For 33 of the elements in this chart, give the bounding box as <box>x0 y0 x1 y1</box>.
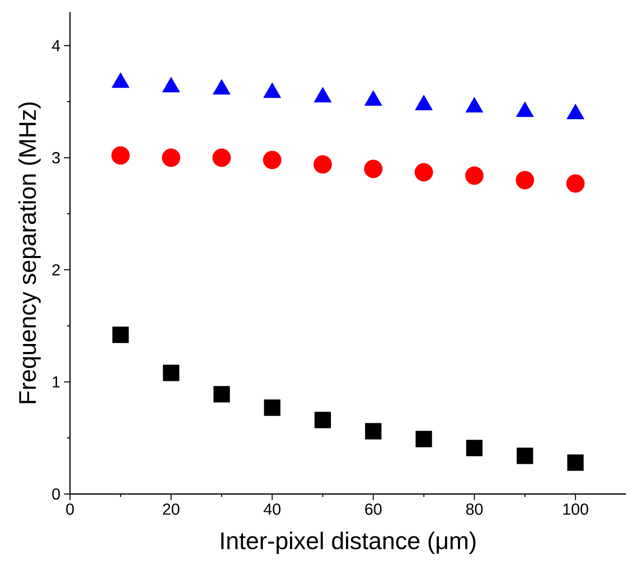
y-tick-label: 4 <box>52 40 60 52</box>
x-tick-label: 40 <box>264 504 280 515</box>
point <box>516 448 534 464</box>
point <box>162 364 180 382</box>
point <box>466 97 484 112</box>
y-tick-label: 3 <box>52 152 60 164</box>
point <box>162 76 180 92</box>
x-tick-label: 60 <box>365 504 382 515</box>
x-tick-label: 80 <box>466 504 483 515</box>
point <box>364 90 382 106</box>
y-tick-label: 1 <box>52 376 60 388</box>
point <box>566 104 584 120</box>
point <box>416 430 432 448</box>
point <box>314 412 331 428</box>
y-axis-title: Frequency separation (MHz) <box>18 102 41 404</box>
x-tick-label: 20 <box>163 504 180 515</box>
point <box>112 72 130 88</box>
x-tick-label: 0 <box>66 504 74 515</box>
point <box>212 79 231 95</box>
y-tick-label: 2 <box>52 264 60 276</box>
point <box>263 82 282 98</box>
point <box>314 86 332 102</box>
point <box>516 102 534 117</box>
point <box>213 386 230 402</box>
x-tick-label: 100 <box>563 504 588 515</box>
point <box>414 94 433 110</box>
point <box>112 326 129 344</box>
point <box>365 423 382 440</box>
point <box>567 454 584 471</box>
point <box>264 399 280 416</box>
y-tick-label: 0 <box>52 488 60 500</box>
x-axis-title: Inter-pixel distance (μm) <box>221 532 476 554</box>
point <box>466 440 483 456</box>
